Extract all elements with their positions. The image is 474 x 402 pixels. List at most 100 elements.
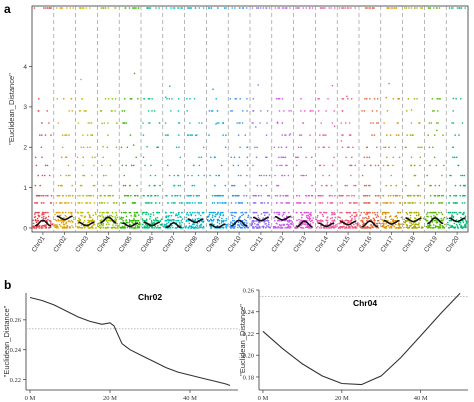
data-point <box>196 222 199 225</box>
data-point <box>215 213 217 216</box>
data-point <box>365 184 368 187</box>
data-point <box>216 202 219 204</box>
data-point <box>268 194 270 197</box>
data-point <box>178 134 180 136</box>
data-point <box>310 110 312 112</box>
data-point <box>268 174 271 177</box>
data-point <box>327 98 329 100</box>
data-point <box>398 223 400 226</box>
data-point <box>397 211 400 214</box>
data-point <box>398 225 401 227</box>
data-point <box>225 134 227 136</box>
data-point <box>337 227 340 229</box>
data-point <box>149 122 151 124</box>
data-point <box>153 227 155 229</box>
data-point <box>198 211 200 214</box>
data-point <box>218 222 221 225</box>
data-point <box>154 174 157 177</box>
data-point <box>453 194 455 197</box>
data-point <box>282 156 284 159</box>
data-point <box>441 174 443 177</box>
data-point <box>71 110 73 112</box>
data-point <box>363 217 366 219</box>
data-point <box>385 184 388 187</box>
data-point <box>341 226 344 229</box>
data-point <box>198 225 201 227</box>
data-point <box>462 194 464 197</box>
data-point <box>448 211 451 214</box>
y-tick-label: 0 <box>23 225 27 232</box>
data-point <box>130 164 133 167</box>
data-point <box>94 156 96 159</box>
data-point <box>455 194 458 197</box>
data-point <box>78 218 80 220</box>
data-point <box>364 164 366 167</box>
data-point <box>433 219 436 222</box>
data-point <box>231 110 233 112</box>
data-point <box>464 7 467 9</box>
data-point <box>362 217 364 219</box>
data-point <box>295 156 297 159</box>
x-tick-label: Chr09 <box>205 235 221 254</box>
data-point <box>244 211 247 214</box>
data-point <box>77 202 79 204</box>
data-point <box>460 7 463 9</box>
data-point <box>122 202 125 204</box>
data-point <box>384 146 387 149</box>
data-point <box>57 211 59 214</box>
data-point <box>413 211 416 214</box>
data-point <box>303 211 306 214</box>
data-point <box>452 7 454 9</box>
data-point <box>192 211 194 214</box>
data-point <box>446 221 449 224</box>
data-point <box>432 202 435 204</box>
data-point <box>305 194 308 197</box>
data-point <box>142 134 145 136</box>
data-point <box>427 202 429 204</box>
data-point <box>449 174 451 177</box>
data-point <box>235 194 237 197</box>
data-point <box>158 202 161 204</box>
data-point <box>131 221 133 224</box>
data-point <box>437 110 439 112</box>
data-point <box>244 218 246 221</box>
data-point <box>171 225 173 227</box>
data-point <box>408 211 411 214</box>
data-point <box>260 213 263 215</box>
data-point <box>453 211 456 214</box>
data-point <box>46 110 48 112</box>
data-point <box>452 122 455 124</box>
data-point <box>392 98 395 100</box>
data-point <box>387 219 389 222</box>
data-point <box>197 174 200 177</box>
data-point <box>322 7 325 9</box>
data-point <box>38 98 40 100</box>
data-point <box>128 220 131 222</box>
data-point <box>254 223 256 225</box>
data-point <box>415 214 418 217</box>
data-point <box>442 226 444 229</box>
data-point <box>41 194 43 197</box>
data-point <box>237 221 240 224</box>
data-point <box>59 174 62 177</box>
data-point <box>129 227 131 229</box>
data-point <box>363 184 366 187</box>
data-point <box>390 218 393 221</box>
data-point <box>342 7 345 9</box>
data-point <box>230 202 233 204</box>
data-point <box>212 219 215 222</box>
data-point <box>300 174 302 177</box>
data-point <box>60 222 63 224</box>
data-point <box>101 122 103 125</box>
data-point <box>254 194 256 197</box>
data-point <box>267 202 269 204</box>
data-point <box>273 211 276 214</box>
data-point <box>422 227 424 229</box>
data-point <box>179 184 182 187</box>
data-point <box>243 194 245 197</box>
data-point <box>230 226 233 229</box>
data-point <box>289 133 292 135</box>
data-point <box>88 220 91 223</box>
data-point <box>278 7 281 9</box>
data-point <box>170 214 173 217</box>
